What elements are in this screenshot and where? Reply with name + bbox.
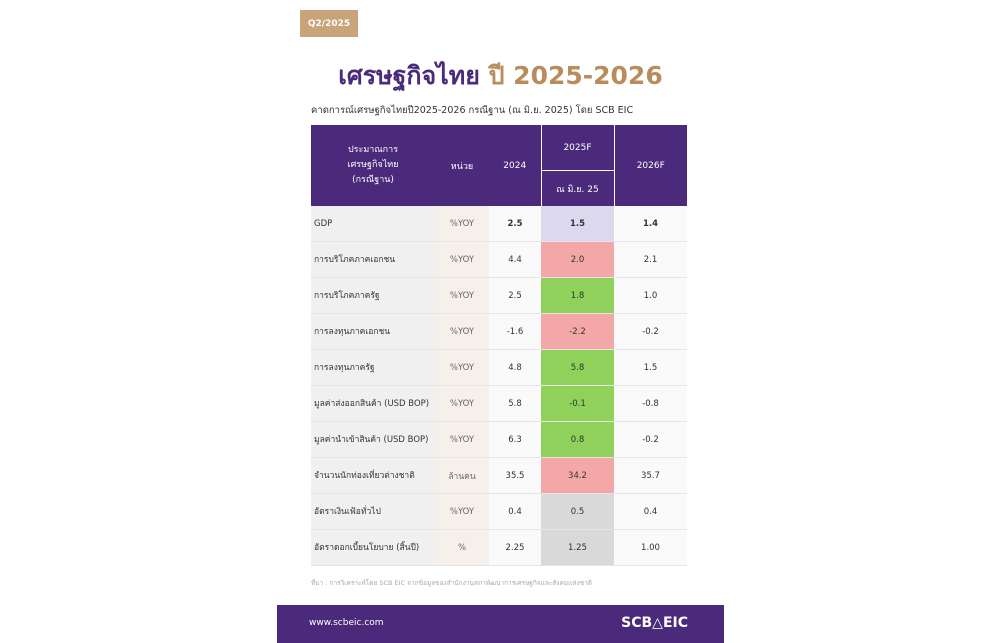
footer-bar: www.scbeic.com SCB△EIC xyxy=(277,605,724,643)
table-row: จำนวนนักท่องเที่ยวต่างชาติ ล้านคน 35.5 34.2… xyxy=(311,457,687,494)
row-item-label: การลงทุนภาคเอกชน xyxy=(311,313,435,350)
row-value-2024: 2.5 xyxy=(489,206,541,242)
row-unit: %YOY xyxy=(435,206,489,242)
row-value-2024: 2.25 xyxy=(489,529,541,566)
row-value-2024: -1.6 xyxy=(489,313,541,350)
row-value-2025: 0.8 xyxy=(541,421,614,458)
row-unit: %YOY xyxy=(435,313,489,350)
table-row: อัตราเงินเฟ้อทั่วไป %YOY 0.4 0.5 0.4 xyxy=(311,493,687,530)
row-item-label: การบริโภคภาครัฐ xyxy=(311,277,435,314)
row-value-2026: -0.2 xyxy=(614,313,687,350)
row-value-2024: 2.5 xyxy=(489,277,541,314)
footer-url[interactable]: www.scbeic.com xyxy=(309,618,384,628)
header-unit: หน่วย xyxy=(435,125,489,206)
row-value-2025: -2.2 xyxy=(541,313,614,350)
table-row: GDP %YOY 2.5 1.5 1.4 xyxy=(311,206,687,242)
row-value-2024: 0.4 xyxy=(489,493,541,530)
row-value-2026: 1.5 xyxy=(614,349,687,386)
title-thai: เศรษฐกิจไทย xyxy=(338,61,480,90)
page-title: เศรษฐกิจไทย ปี 2025-2026 xyxy=(277,56,724,96)
row-item-label: GDP xyxy=(311,206,435,242)
row-value-2025: 5.8 xyxy=(541,349,614,386)
row-value-2026: 35.7 xyxy=(614,457,687,494)
header-item-line3: (กรณีฐาน) xyxy=(352,175,394,185)
header-2024: 2024 xyxy=(489,125,541,206)
row-value-2025: 1.8 xyxy=(541,277,614,314)
row-value-2025: 1.25 xyxy=(541,529,614,566)
brand-logo: SCB△EIC xyxy=(621,615,688,631)
row-unit: %YOY xyxy=(435,277,489,314)
row-unit: ล้านคน xyxy=(435,457,489,494)
row-value-2026: -0.2 xyxy=(614,421,687,458)
table-row: การบริโภคภาคเอกชน %YOY 4.4 2.0 2.1 xyxy=(311,241,687,278)
row-value-2024: 5.8 xyxy=(489,385,541,422)
row-unit: %YOY xyxy=(435,493,489,530)
table-row: การลงทุนภาครัฐ %YOY 4.8 5.8 1.5 xyxy=(311,349,687,386)
row-item-label: มูลค่าส่งออกสินค้า (USD BOP) xyxy=(311,385,435,422)
row-value-2026: 1.00 xyxy=(614,529,687,566)
row-item-label: อัตราเงินเฟ้อทั่วไป xyxy=(311,493,435,530)
row-value-2026: 1.4 xyxy=(614,206,687,242)
row-item-label: การลงทุนภาครัฐ xyxy=(311,349,435,386)
row-value-2024: 35.5 xyxy=(489,457,541,494)
row-item-label: การบริโภคภาคเอกชน xyxy=(311,241,435,278)
row-unit: %YOY xyxy=(435,349,489,386)
header-item-line1: ประมาณการ xyxy=(347,145,399,155)
table-row: การลงทุนภาคเอกชน %YOY -1.6 -2.2 -0.2 xyxy=(311,313,687,350)
title-years: ปี 2025-2026 xyxy=(488,61,663,90)
row-value-2025: 2.0 xyxy=(541,241,614,278)
table-body: GDP %YOY 2.5 1.5 1.4 การบริโภคภาคเอกชน %YOY 4.4… xyxy=(311,206,687,566)
header-2026: 2026F xyxy=(614,125,687,206)
row-value-2026: 2.1 xyxy=(614,241,687,278)
table-row: มูลค่านำเข้าสินค้า (USD BOP) %YOY 6.3 0.8 -0… xyxy=(311,421,687,458)
row-item-label: จำนวนนักท่องเที่ยวต่างชาติ xyxy=(311,457,435,494)
table-row: การบริโภคภาครัฐ %YOY 2.5 1.8 1.0 xyxy=(311,277,687,314)
row-value-2026: -0.8 xyxy=(614,385,687,422)
row-item-label: มูลค่านำเข้าสินค้า (USD BOP) xyxy=(311,421,435,458)
subtitle: คาดการณ์เศรษฐกิจไทยปี2025-2026 กรณีฐาน (… xyxy=(311,105,634,116)
row-unit: %YOY xyxy=(435,241,489,278)
row-value-2025: 1.5 xyxy=(541,206,614,242)
report-card: Q2/2025 เศรษฐกิจไทย ปี 2025-2026 คาดการณ… xyxy=(277,0,724,643)
header-item: ประมาณการ เศรษฐกิจไทย (กรณีฐาน) xyxy=(311,125,435,206)
row-value-2024: 4.8 xyxy=(489,349,541,386)
row-unit: % xyxy=(435,529,489,566)
row-value-2025: 0.5 xyxy=(541,493,614,530)
footnote: ที่มา : การวิเคราะห์โดย SCB EIC จากข้อมู… xyxy=(311,579,593,587)
row-item-label: อัตราดอกเบี้ยนโยบาย (สิ้นปี) xyxy=(311,529,435,566)
table-row: อัตราดอกเบี้ยนโยบาย (สิ้นปี)% 2.25 1.25 1.0… xyxy=(311,529,687,566)
row-value-2025: 34.2 xyxy=(541,457,614,494)
row-value-2025: -0.1 xyxy=(541,385,614,422)
quarter-tag: Q2/2025 xyxy=(300,10,358,37)
header-item-line2: เศรษฐกิจไทย xyxy=(347,160,399,170)
row-unit: %YOY xyxy=(435,385,489,422)
forecast-table: ประมาณการ เศรษฐกิจไทย (กรณีฐาน) หน่วย 20… xyxy=(311,125,687,566)
row-value-2026: 1.0 xyxy=(614,277,687,314)
row-unit: %YOY xyxy=(435,421,489,458)
table-row: มูลค่าส่งออกสินค้า (USD BOP) %YOY 5.8 -0.1-… xyxy=(311,385,687,422)
row-value-2026: 0.4 xyxy=(614,493,687,530)
row-value-2024: 4.4 xyxy=(489,241,541,278)
header-2025: 2025F xyxy=(540,125,615,171)
row-value-2024: 6.3 xyxy=(489,421,541,458)
header-2025-sub: ณ มิ.ย. 25 xyxy=(540,170,615,206)
